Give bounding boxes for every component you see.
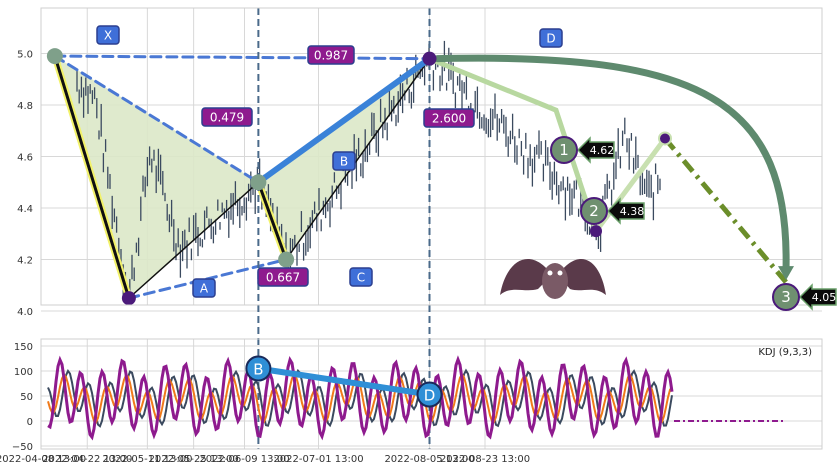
ratio-label-box — [201, 107, 253, 127]
point-dot-B — [250, 174, 267, 191]
x-tick-label: 2022-05-11 13:00 — [102, 454, 192, 465]
y-tick-label: 4.6 — [17, 153, 33, 164]
x-tick-label: 2022-08-05 13:00 — [384, 454, 474, 465]
point-dot-A — [121, 291, 136, 306]
target-value: 4.38 — [620, 205, 645, 218]
bat-eye — [557, 270, 563, 276]
x-tick-label: 2022-07-01 13:00 — [273, 454, 363, 465]
target-tag — [606, 197, 645, 225]
projection-drop — [428, 56, 599, 232]
point-label-A: A — [200, 281, 209, 295]
xb-dashed — [53, 54, 260, 184]
curved-arrow — [434, 54, 790, 274]
point-dot-D — [422, 51, 437, 66]
point-label-D-box — [539, 28, 563, 48]
kdj-lines: BD — [47, 355, 786, 441]
point-label-X: X — [104, 28, 112, 42]
divergence-point — [245, 355, 272, 382]
target-number: 3 — [781, 288, 791, 306]
pattern-lines — [46, 8, 794, 449]
y-tick-label: 4.4 — [17, 204, 33, 215]
kdj-y-tick-label: 0 — [27, 417, 33, 428]
kdj-y-tick-label: −50 — [12, 442, 33, 453]
point-label-C: C — [357, 270, 365, 284]
target-number: 1 — [559, 141, 569, 159]
bat-wing-left — [500, 258, 552, 295]
kdj-y-tick-label: 150 — [14, 342, 33, 353]
leg-cd — [285, 57, 431, 261]
frames — [40, 7, 823, 450]
projection-rise — [593, 136, 668, 233]
kdj-frame — [40, 338, 823, 450]
x-tick-label: 2022-08-23 13:00 — [440, 454, 530, 465]
curved-arrow-head — [778, 266, 794, 281]
leg-xa — [53, 54, 131, 300]
target-value: 4.05 — [812, 291, 837, 304]
target-tag — [798, 283, 837, 311]
ratio-label-box — [423, 108, 475, 128]
kdj-y-tick-label: 50 — [20, 392, 33, 403]
projection-fall — [663, 136, 788, 284]
y-tick-label: 4.2 — [17, 256, 33, 267]
point-label-B-box — [332, 151, 356, 171]
ratio-label-box — [257, 267, 309, 287]
divergence-label: B — [253, 361, 263, 379]
x-tick-label: 2022-04-22 13:00 — [42, 454, 132, 465]
x-tick-label: 2022-04-08 13:00 — [0, 454, 86, 465]
bat-body — [542, 263, 568, 299]
kdj-y-tick-label: 100 — [14, 367, 33, 378]
point-label-X-box — [96, 25, 120, 45]
ratio-label: 2.600 — [432, 111, 466, 125]
point-label-D: D — [546, 31, 555, 45]
y-tick-label: 5.0 — [17, 50, 33, 61]
leg-bc — [256, 180, 288, 261]
kdj-indicator-label: KDJ (9,3,3) — [758, 347, 812, 358]
ratio-label: 0.667 — [266, 270, 300, 284]
target-number: 2 — [589, 202, 599, 220]
point-label-B: B — [340, 154, 348, 168]
point-label-A-box — [192, 278, 216, 298]
divergence-point — [416, 381, 443, 408]
divergence-line — [257, 365, 430, 398]
bat-wing-right — [558, 258, 606, 295]
target-value: 4.62 — [590, 144, 615, 157]
projection-node — [590, 225, 602, 238]
bat-eye — [547, 270, 553, 276]
ratio-label: 0.987 — [314, 48, 348, 62]
divergence-label: D — [424, 387, 436, 405]
bat-icon — [500, 258, 606, 299]
y-tick-label: 4.8 — [17, 101, 33, 112]
target-circle — [580, 197, 608, 225]
main-frame — [40, 7, 823, 306]
ratio-label: 0.479 — [210, 110, 244, 124]
point-dot-X — [46, 48, 63, 65]
y-tick-label: 4.0 — [17, 307, 33, 318]
target-circle — [550, 136, 578, 164]
ratio-label-box — [307, 45, 355, 65]
x-tick-label: 2022-05-25 13:00 — [149, 454, 239, 465]
xd-dashed — [53, 54, 431, 61]
leg-ab — [128, 181, 260, 299]
bd-line — [255, 55, 433, 186]
projection-node — [658, 131, 672, 146]
point-dot-C — [278, 251, 295, 268]
target-tag — [576, 136, 615, 164]
target-circle — [772, 283, 800, 311]
kdj-line-J — [47, 355, 674, 441]
point-label-C-box — [349, 267, 373, 287]
x-tick-label: 2022-06-09 13:00 — [199, 454, 289, 465]
